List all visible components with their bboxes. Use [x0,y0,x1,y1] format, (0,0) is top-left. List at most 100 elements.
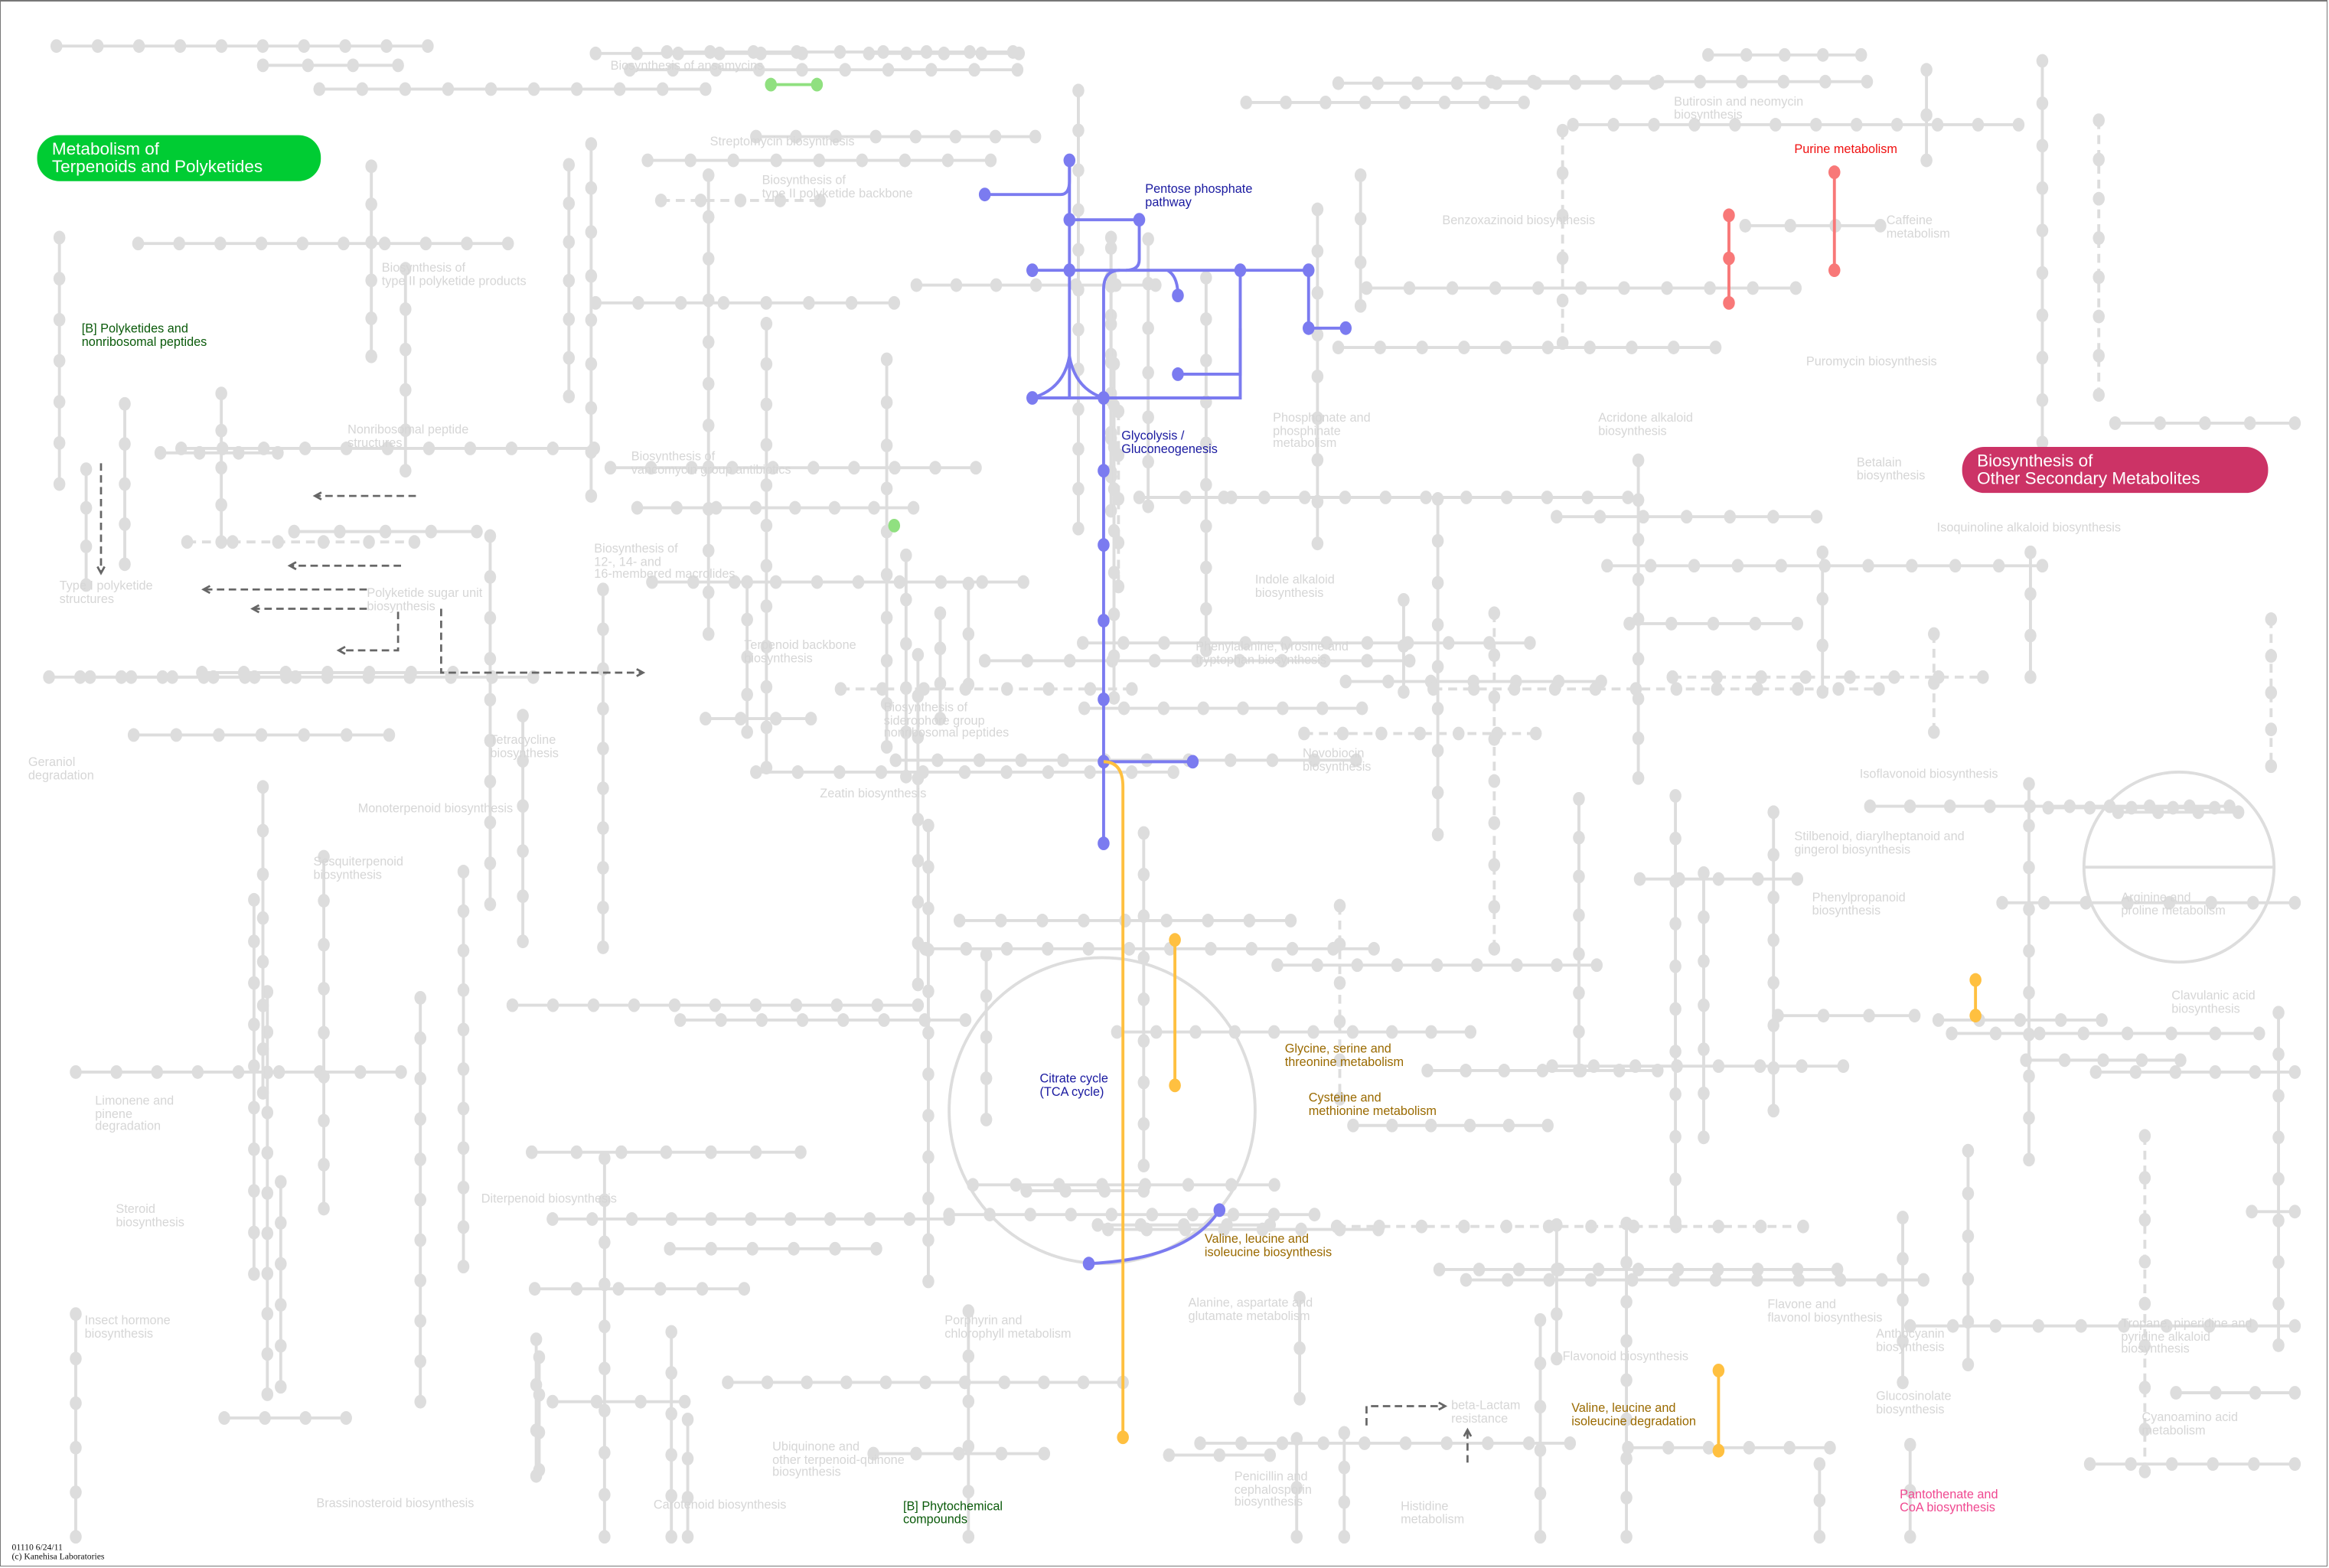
label-terpenoid-backbone[interactable]: Terpenoid backbone biosynthesis [744,637,856,665]
compound-node [505,442,518,455]
label-polyketides-nrp[interactable]: [B] Polyketides and nonribosomal peptide… [81,321,207,349]
label-polyketide-sugar[interactable]: Polyketide sugar unit biosynthesis [367,585,483,613]
label-arginine-proline[interactable]: Arginine and proline metabolism [2121,889,2226,918]
label-purine[interactable]: Purine metabolism [1794,141,1897,156]
label-pantothenate[interactable]: Pantothenate and CoA biosynthesis [1900,1486,1998,1514]
label-diterpenoid[interactable]: Diterpenoid biosynthesis [481,1191,617,1206]
compound-node [2032,1319,2045,1333]
label-beta-lactam[interactable]: beta-Lactam resistance [1451,1397,1521,1425]
compound-node [1225,491,1238,504]
label-monoterpenoid[interactable]: Monoterpenoid biosynthesis [357,800,514,816]
compound-node [654,194,667,207]
label-pentose-phosphate[interactable]: Pentose phosphate pathway [1145,181,1253,209]
compound-node [1021,654,1033,668]
compound-node [2272,1089,2285,1103]
label-glycine-serine[interactable]: Glycine, serine and threonine metabolism [1284,1041,1404,1069]
compound-node [880,352,893,367]
compound-node [318,1113,330,1128]
label-streptomycin[interactable]: Streptomycin biosynthesis [709,133,855,149]
compound-node [599,1235,611,1250]
label-clavulanic[interactable]: Clavulanic acid biosynthesis [2171,987,2256,1015]
label-phe-tyr-trp[interactable]: Phenylalanine, tyrosine and tryptophan b… [1195,638,1349,667]
compound-node [1844,670,1856,684]
compound-node [256,780,269,794]
label-tropane[interactable]: Tropane, piperidine and pyridine alkaloi… [2121,1315,2252,1356]
label-nrp-structures[interactable]: Nonribosomal peptide structures [347,422,469,450]
compound-node [1385,1025,1398,1039]
label-histidine[interactable]: Histidine metabolism [1401,1498,1465,1526]
label-limonene[interactable]: Limonene and pinene degradation [95,1093,175,1133]
label-ansamycins[interactable]: Biosynthesis of ansamycins [610,57,764,73]
compound-node [925,63,938,77]
compound-node [1361,654,1373,668]
compound-node [1200,436,1212,451]
label-insect-hormone[interactable]: Insect hormone biosynthesis [84,1312,171,1341]
label-brassinosteroid[interactable]: Brassinosteroid biosynthesis [316,1495,475,1511]
label-puromycin[interactable]: Puromycin biosynthesis [1805,353,1937,369]
compound-node [960,941,973,956]
label-novobiocin[interactable]: Novobiocin biosynthesis [1302,745,1372,774]
label-val-leu-ile-biosynthesis[interactable]: Valine, leucine and isoleucine biosynthe… [1204,1231,1332,1259]
badge-other-secondary-metabolites[interactable]: Biosynthesis of Other Secondary Metaboli… [1962,447,2269,494]
label-flavone[interactable]: Flavone and flavonol biosynthesis [1767,1296,1883,1324]
label-tetracycline[interactable]: Tetracycline biosynthesis [490,732,559,760]
label-zeatin[interactable]: Zeatin biosynthesis [820,785,927,800]
label-siderophore[interactable]: Biosynthesis of siderophore group nonrib… [883,699,1010,740]
label-geraniol[interactable]: Geraniol degradation [28,754,94,782]
compound-node [828,500,841,515]
compound-node [702,377,715,391]
compound-node [1529,726,1542,741]
label-butirosin[interactable]: Butirosin and neomycin biosynthesis [1674,93,1804,122]
compound-node [1490,76,1503,90]
label-isoflavonoid[interactable]: Isoflavonoid biosynthesis [1859,766,1998,781]
compound-node [80,540,93,553]
compound-node [760,317,773,331]
label-betalain[interactable]: Betalain biosynthesis [1856,454,1926,482]
compound-node [1622,1440,1634,1455]
compound-node [1903,1530,1916,1544]
label-cyanoamino[interactable]: Cyanoamino acid metabolism [2141,1409,2239,1437]
label-carotenoid[interactable]: Carotenoid biosynthesis [653,1496,787,1512]
label-sesquiterpenoid[interactable]: Sesquiterpenoid biosynthesis [313,853,403,882]
compound-node [1928,627,1940,641]
label-indole-alkaloid[interactable]: Indole alkaloid biosynthesis [1254,572,1335,600]
label-porphyrin[interactable]: Porphyrin and chlorophyll metabolism [944,1312,1072,1341]
compound-node [1712,872,1725,886]
label-citrate-cycle[interactable]: Citrate cycle (TCA cycle) [1039,1070,1108,1099]
label-phosphonate[interactable]: Phosphonate and phosphinate metabolism [1273,409,1371,451]
compound-node [1573,1064,1585,1077]
label-penicillin[interactable]: Penicillin and cephalosporin biosynthesi… [1234,1468,1312,1509]
label-glucosinolate[interactable]: Glucosinolate biosynthesis [1876,1388,1952,1416]
label-anthocyanin[interactable]: Anthocyanin biosynthesis [1876,1325,1945,1354]
label-steroid[interactable]: Steroid biosynthesis [116,1201,184,1229]
label-isoquinoline[interactable]: Isoquinoline alkaloid biosynthesis [1936,520,2122,535]
compound-node [2249,1064,2262,1079]
label-type2-backbone[interactable]: Biosynthesis of type II polyketide backb… [762,172,913,200]
compound-node [1876,1273,1888,1287]
label-caffeine[interactable]: Caffeine metabolism [1886,212,1950,240]
label-benzoxazinoid[interactable]: Benzoxazinoid biosynthesis [1442,212,1596,227]
badge-terpenoids-polyketides[interactable]: Metabolism of Terpenoids and Polyketides [37,135,321,181]
compound-node [196,666,208,680]
label-alanine-aspartate[interactable]: Alanine, aspartate and glutamate metabol… [1188,1294,1313,1323]
label-acridone[interactable]: Acridone alkaloid biosynthesis [1598,409,1694,438]
label-phytochemical[interactable]: [B] Phytochemical compounds [902,1498,1003,1526]
compound-node [760,559,773,573]
label-type2-products[interactable]: Biosynthesis of type II polyketide produ… [381,259,527,288]
compound-node [2054,1013,2067,1027]
compound-node [1567,118,1579,132]
label-stilbenoid[interactable]: Stilbenoid, diarylheptanoid and gingerol… [1794,828,1965,856]
label-glycolysis[interactable]: Glycolysis / Gluconeogenesis [1121,427,1218,455]
label-phenylpropanoid[interactable]: Phenylpropanoid biosynthesis [1812,889,1906,918]
compound-node [1355,701,1368,716]
label-cysteine-methionine[interactable]: Cysteine and methionine metabolism [1308,1090,1437,1118]
label-ubiquinone[interactable]: Ubiquinone and other terpenoid-quinone b… [772,1439,905,1479]
compound-node [1072,402,1085,416]
label-val-leu-ile-degradation[interactable]: Valine, leucine and isoleucine degradati… [1571,1400,1696,1428]
compound-node [702,585,715,599]
compound-node [461,236,473,251]
label-flavonoid[interactable]: Flavonoid biosynthesis [1562,1348,1689,1364]
label-type1-polyketide[interactable]: Type I polyketide structures [59,577,153,605]
label-vancomycin[interactable]: Biosynthesis of vancomycin group antibio… [631,448,791,477]
label-macrolides[interactable]: Biosynthesis of 12-, 14- and 16-membered… [594,540,736,582]
